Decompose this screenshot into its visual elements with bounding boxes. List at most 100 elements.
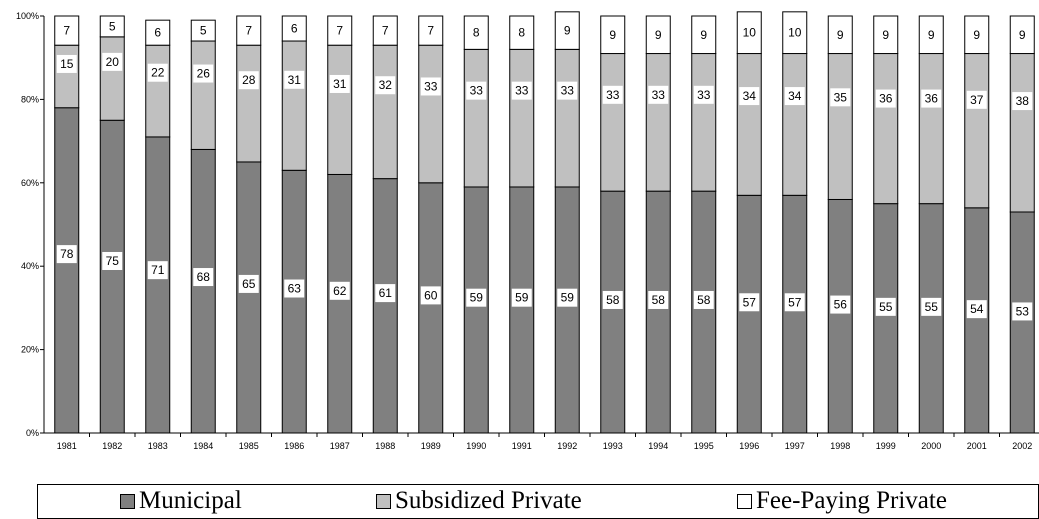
y-axis: 0% 20% 40% 60% 80% 100% [16, 11, 44, 438]
y-tick-label-4: 80% [21, 94, 39, 104]
data-labels-layer: 7815775205712266826565287633166231761327… [56, 17, 1033, 321]
bar-subsidized-private-1994 [645, 53, 671, 192]
data-label-bg [606, 25, 620, 44]
x-tick-label-1992: 1992 [557, 441, 577, 451]
data-label-bg [830, 88, 851, 107]
data-label-bg [921, 89, 942, 108]
bar-municipal-1994 [645, 190, 671, 434]
data-label-municipal-2000: 55 [925, 300, 939, 314]
data-label-bg [511, 81, 532, 100]
y-tick-label-1: 20% [21, 345, 39, 355]
legend-item-subsidized-private: Subsidized Private [376, 487, 582, 515]
legend-swatch-subsidized-private [376, 493, 391, 509]
y-tick-label-0: 0% [26, 428, 39, 438]
data-label-bg [739, 23, 760, 42]
data-label-bg [196, 21, 210, 40]
bar-municipal-1981 [54, 107, 80, 434]
bar-subsidized-private-1990 [463, 48, 489, 188]
data-label-bg [875, 297, 896, 316]
bar-subsidized-private-1996 [736, 53, 762, 196]
x-tick-label-1997: 1997 [785, 441, 805, 451]
bar-municipal-1984 [190, 148, 216, 434]
bar-municipal-1982 [99, 119, 125, 434]
data-label-bg [60, 21, 74, 40]
data-label-bg [739, 87, 760, 106]
y-tick-label-5: 100% [16, 11, 39, 21]
bar-municipal-1995 [691, 190, 717, 434]
legend-swatch-fee-paying-private [737, 493, 752, 509]
data-label-bg [378, 21, 392, 40]
data-label-bg [602, 290, 623, 309]
data-label-bg [329, 74, 350, 93]
data-label-bg [375, 76, 396, 95]
x-tick-label-2000: 2000 [921, 441, 941, 451]
bar-municipal-1989 [418, 182, 444, 434]
data-label-subsidized-private-2001: 37 [970, 93, 984, 107]
data-label-fee-paying-private-1997: 10 [788, 26, 802, 40]
bar-subsidized-private-1992 [554, 48, 580, 188]
bar-subsidized-private-1983 [145, 44, 171, 138]
x-tick-label-1981: 1981 [57, 441, 77, 451]
data-label-subsidized-private-1995: 33 [697, 88, 711, 102]
data-label-bg [697, 25, 711, 44]
bar-municipal-1993 [600, 190, 626, 434]
data-label-bg [151, 23, 165, 42]
data-label-fee-paying-private-2002: 9 [1019, 28, 1026, 42]
data-label-fee-paying-private-1995: 9 [700, 28, 707, 42]
legend-label-subsidized-private: Subsidized Private [395, 487, 582, 514]
data-label-fee-paying-private-1991: 8 [518, 26, 525, 40]
data-label-municipal-1982: 75 [106, 254, 120, 268]
data-label-bg [784, 23, 805, 42]
data-label-bg [784, 293, 805, 312]
data-label-municipal-1987: 62 [333, 284, 347, 298]
legend-item-fee-paying-private: Fee-Paying Private [737, 487, 947, 515]
x-tick-label-1987: 1987 [330, 441, 350, 451]
stacked-bar-chart: 7815775205712266826565287633166231761327… [16, 11, 1039, 451]
bar-municipal-1999 [873, 203, 899, 434]
bar-municipal-2002 [1009, 211, 1035, 434]
data-label-bg [651, 25, 665, 44]
x-tick-label-1999: 1999 [876, 441, 896, 451]
x-tick-label-1995: 1995 [694, 441, 714, 451]
data-label-bg [287, 19, 301, 38]
data-label-bg [102, 52, 123, 71]
data-label-bg [466, 81, 487, 100]
bar-municipal-1985 [236, 161, 262, 434]
data-label-bg [693, 290, 714, 309]
data-label-bg [693, 85, 714, 104]
bar-municipal-1990 [463, 186, 489, 434]
data-label-bg [966, 90, 987, 109]
data-label-municipal-1989: 60 [424, 288, 438, 302]
data-label-subsidized-private-1991: 33 [515, 84, 529, 98]
data-label-municipal-1984: 68 [197, 270, 211, 284]
bar-subsidized-private-1986 [281, 40, 307, 171]
bar-subsidized-private-1995 [691, 53, 717, 192]
data-label-municipal-1990: 59 [470, 291, 484, 305]
data-label-fee-paying-private-1984: 5 [200, 24, 207, 38]
x-tick-label-1983: 1983 [148, 441, 168, 451]
data-label-fee-paying-private-1983: 6 [154, 26, 161, 40]
data-label-subsidized-private-1988: 32 [379, 78, 393, 92]
data-label-municipal-1993: 58 [606, 293, 620, 307]
legend-label-municipal: Municipal [139, 487, 242, 514]
data-label-fee-paying-private-2001: 9 [973, 28, 980, 42]
data-label-bg [284, 279, 305, 298]
bar-municipal-1983 [145, 136, 171, 434]
data-label-fee-paying-private-1985: 7 [245, 24, 252, 38]
bar-municipal-1987 [327, 173, 353, 434]
x-tick-label-2001: 2001 [967, 441, 987, 451]
bar-municipal-1991 [509, 186, 535, 434]
bar-subsidized-private-1981 [54, 44, 80, 109]
data-label-bg [924, 25, 938, 44]
data-label-bg [557, 288, 578, 307]
legend: Municipal Subsidized Private Fee-Paying … [37, 484, 1039, 519]
data-label-subsidized-private-1984: 26 [197, 67, 211, 81]
data-label-municipal-1981: 78 [60, 247, 74, 261]
data-label-subsidized-private-1990: 33 [470, 84, 484, 98]
legend-label-fee-paying-private: Fee-Paying Private [756, 487, 947, 514]
data-label-fee-paying-private-2000: 9 [928, 28, 935, 42]
bar-subsidized-private-1993 [600, 53, 626, 192]
data-label-municipal-1996: 57 [743, 295, 757, 309]
data-label-fee-paying-private-1993: 9 [609, 28, 616, 42]
data-label-bg [238, 274, 259, 293]
